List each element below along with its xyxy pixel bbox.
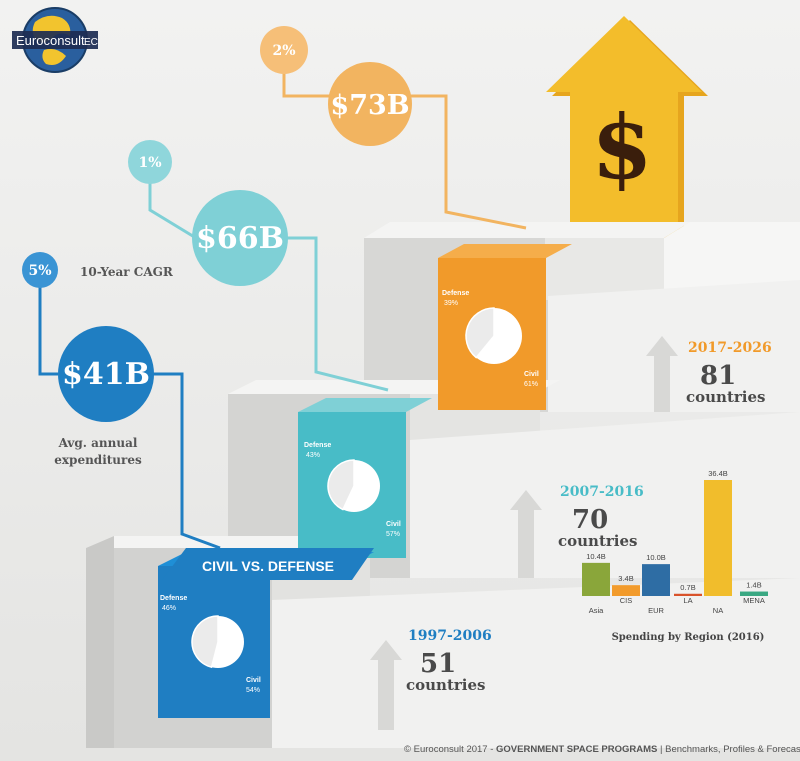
cagr-bubble [260, 26, 308, 74]
expenditure-value: $66B [196, 221, 284, 256]
region-value-label: 10.0B [646, 553, 666, 562]
bubbles: 5% $41B 1% $66B 2% $73B [22, 26, 412, 422]
region-category-label: MENA [743, 596, 765, 605]
pie-slice-defense [465, 307, 495, 359]
region-value-label: 36.4B [708, 469, 728, 478]
pie-pct-civil: 54% [246, 687, 260, 694]
pie-label-civil: Civil [524, 371, 539, 378]
footer-rest: | Benchmarks, Profiles & Forecasts to 20… [657, 744, 800, 755]
expenditure-bubble [58, 326, 154, 422]
cagr-value: 5% [28, 263, 51, 279]
period-label: 2007-2016 [560, 484, 644, 500]
countries-label: countries [406, 676, 485, 694]
pie-pct-defense: 46% [162, 605, 176, 612]
up-arrow-2 [510, 490, 542, 578]
region-bar-la [674, 593, 702, 596]
footer-prefix: © Euroconsult 2017 - [404, 744, 496, 755]
region-value-label: 1.4B [746, 581, 761, 590]
avg-label-line1: Avg. annual [58, 436, 138, 450]
pie-slice-defense [327, 459, 355, 511]
cagr-bubble [22, 252, 58, 288]
period-labels: 1997-200651countries2007-201670countries… [406, 340, 772, 694]
logo-mark: EC [84, 37, 98, 48]
gold-arrow: $ [546, 16, 708, 240]
region-category-label: LA [683, 596, 692, 605]
period-label: 1997-2006 [408, 628, 492, 644]
region-category-label: CIS [620, 596, 633, 605]
countries-label: countries [686, 388, 765, 406]
pie-label-civil: Civil [246, 677, 261, 684]
cagr-label: 10-Year CAGR [80, 265, 174, 279]
countries-count: 51 [420, 649, 456, 679]
expenditure-bubble [192, 190, 288, 286]
region-category-label: EUR [648, 606, 664, 615]
pie-label-defense: Defense [442, 290, 469, 297]
countries-label: countries [558, 532, 637, 550]
footer: © Euroconsult 2017 - GOVERNMENT SPACE PR… [404, 744, 800, 755]
pie-label-civil: Civil [386, 521, 401, 528]
pie-pct-civil: 57% [386, 531, 400, 538]
footer-title: GOVERNMENT SPACE PROGRAMS [496, 744, 657, 755]
up-arrow-3 [646, 336, 678, 412]
cagr-value: 1% [138, 155, 161, 171]
pie-pct-defense: 43% [306, 452, 320, 459]
region-value-label: 0.7B [680, 583, 695, 592]
dollar-sign: $ [591, 95, 652, 199]
region-bar-asia [582, 562, 610, 596]
cagr-bubble [128, 140, 172, 184]
expenditure-value: $41B [62, 357, 150, 392]
countries-count: 70 [572, 505, 608, 535]
region-category-label: NA [713, 606, 723, 615]
logo: Euroconsult EC [12, 7, 98, 73]
pie-pct-defense: 39% [444, 300, 458, 307]
up-arrow-1 [370, 640, 402, 730]
expenditure-bubble [328, 62, 412, 146]
pie-pct-civil: 61% [524, 381, 538, 388]
countries-count: 81 [700, 361, 736, 391]
region-value-label: 10.4B [586, 552, 606, 561]
region-category-label: Asia [589, 606, 604, 615]
region-bar-na [704, 480, 732, 596]
logo-text: Euroconsult [16, 33, 85, 48]
region-bar-cis [612, 585, 640, 596]
pie-label-defense: Defense [304, 442, 331, 449]
pie-charts: Defense 46% Civil 54% Defense 43% Civil 57% Defe… [160, 290, 539, 694]
expenditure-value: $73B [330, 90, 409, 121]
region-bar-mena [740, 591, 768, 596]
pie-slice-defense [191, 615, 219, 669]
period-label: 2017-2026 [688, 340, 772, 356]
region-chart-title: Spending by Region (2016) [612, 632, 765, 643]
civil-vs-defense-label: CIVIL VS. DEFENSE [202, 558, 334, 574]
pie-label-defense: Defense [160, 595, 187, 602]
cagr-value: 2% [272, 43, 295, 59]
region-bar-eur [642, 564, 670, 596]
region-value-label: 3.4B [618, 574, 633, 583]
region-bar-chart: Spending by Region (2016) 10.4B Asia 3.4B C… [582, 469, 768, 643]
avg-label-line2: expenditures [54, 453, 142, 467]
